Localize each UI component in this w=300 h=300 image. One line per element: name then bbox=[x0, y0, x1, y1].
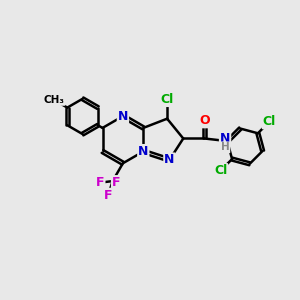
Text: N: N bbox=[220, 132, 230, 145]
Text: N: N bbox=[118, 110, 128, 123]
Text: Cl: Cl bbox=[160, 93, 174, 106]
Text: F: F bbox=[104, 189, 112, 202]
Text: F: F bbox=[96, 176, 104, 189]
Text: F: F bbox=[112, 176, 120, 189]
Text: O: O bbox=[199, 114, 210, 127]
Text: N: N bbox=[164, 154, 175, 166]
Text: H: H bbox=[221, 142, 230, 152]
Text: N: N bbox=[138, 145, 148, 158]
Text: Cl: Cl bbox=[263, 115, 276, 128]
Text: Cl: Cl bbox=[214, 164, 227, 177]
Text: CH₃: CH₃ bbox=[44, 95, 64, 105]
